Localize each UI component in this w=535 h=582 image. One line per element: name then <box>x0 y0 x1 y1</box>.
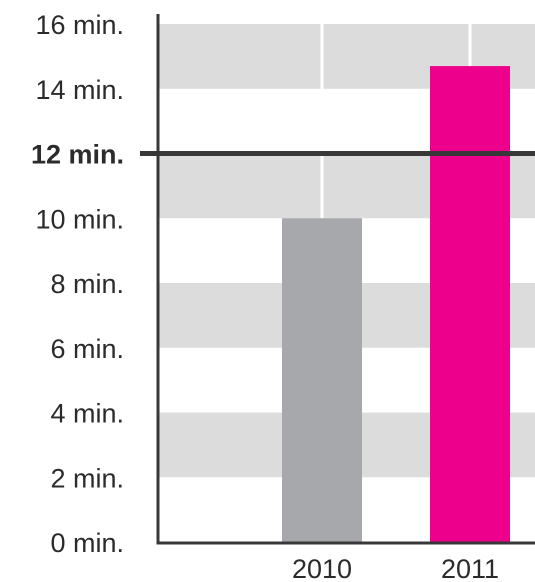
y-tick-label: 14 min. <box>35 75 124 105</box>
x-tick-label: 2011 <box>441 554 499 582</box>
y-tick-label: 0 min. <box>50 528 124 558</box>
y-tick-labels: 0 min. 2 min. 4 min. 6 min. 8 min. 10 min. 12 … <box>31 10 124 558</box>
y-tick-label: 12 min. <box>31 140 124 170</box>
y-tick-label: 4 min. <box>50 399 124 429</box>
bar-2011 <box>430 66 510 543</box>
y-tick-label: 10 min. <box>35 204 124 234</box>
x-tick-labels: 2010 2011 <box>292 554 499 582</box>
y-tick-label: 16 min. <box>35 10 124 40</box>
bar-2010 <box>282 218 362 542</box>
bars <box>282 66 510 543</box>
x-tick-label: 2010 <box>292 554 352 582</box>
y-tick-label: 8 min. <box>50 269 124 299</box>
y-tick-label: 6 min. <box>50 334 124 364</box>
y-tick-label: 2 min. <box>50 463 124 493</box>
